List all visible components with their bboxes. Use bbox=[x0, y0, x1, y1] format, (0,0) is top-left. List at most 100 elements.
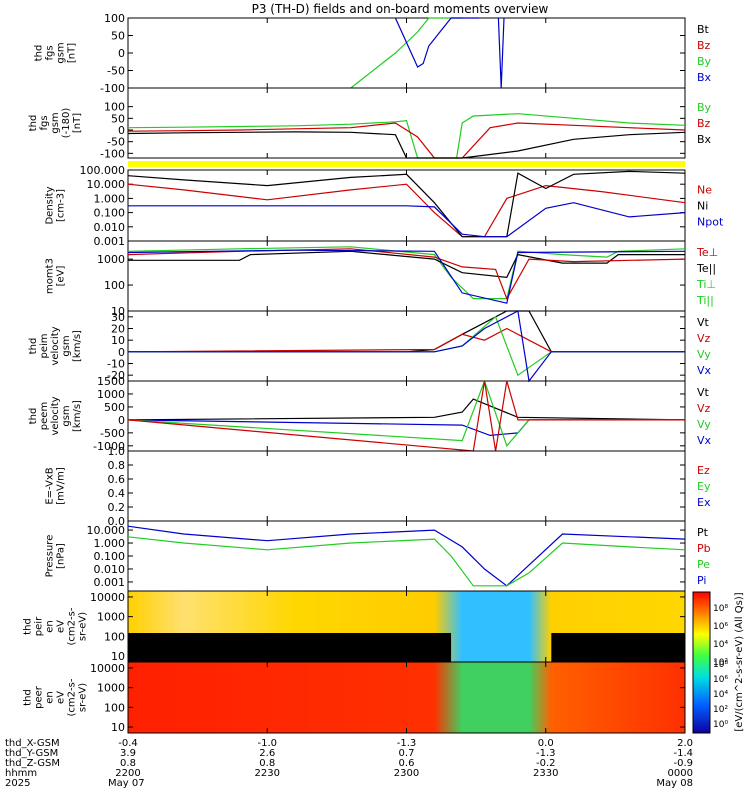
y-tick-label: 0 bbox=[118, 414, 125, 427]
y-tick-label: 1.000 bbox=[94, 192, 126, 205]
x-axis-row-value: 2.0 bbox=[677, 738, 693, 749]
x-axis-row-value: -1.0 bbox=[257, 738, 277, 749]
series-line-Pi bbox=[127, 525, 686, 587]
series-line-Vt bbox=[127, 398, 686, 421]
legend-label: Bt bbox=[697, 23, 710, 36]
legend-label: Bz bbox=[697, 117, 711, 130]
y-axis-label: [eV] bbox=[56, 266, 67, 287]
legend-label: Ez bbox=[697, 464, 710, 477]
y-tick-label: 50 bbox=[111, 30, 125, 43]
colorbar-label: [eV/(cm^2-s-sr-eV) (All Qs)] bbox=[734, 592, 745, 731]
series-line-Ti bbox=[127, 246, 686, 300]
y-axis-label: [km/s] bbox=[72, 330, 83, 362]
series-line-Vx bbox=[128, 310, 685, 383]
y-tick-label: 100 bbox=[104, 101, 125, 114]
legend-label: Bx bbox=[697, 133, 712, 146]
x-axis-row-value: 0.7 bbox=[399, 748, 415, 759]
legend-label: Vx bbox=[697, 364, 712, 377]
legend-label: Ni bbox=[697, 200, 708, 213]
y-tick-label: 1000 bbox=[97, 611, 125, 624]
y-tick-label: 100.000 bbox=[80, 164, 126, 177]
y-tick-label: 1.0 bbox=[108, 445, 126, 458]
heatmap-green-patch bbox=[462, 664, 530, 731]
y-tick-label: 0.2 bbox=[108, 501, 126, 514]
y-axis-label: sr-eV) bbox=[78, 683, 89, 712]
y-axis-label: gsm bbox=[50, 112, 61, 133]
y-axis-label: thd bbox=[23, 689, 34, 706]
series-line-Ni bbox=[127, 170, 686, 238]
y-tick-label: 0.001 bbox=[94, 576, 126, 589]
y-tick-label: 100 bbox=[104, 279, 125, 292]
legend-label: Bz bbox=[697, 39, 711, 52]
y-axis-label: thd bbox=[28, 338, 39, 355]
y-axis-label: peem bbox=[39, 402, 50, 430]
y-axis-label: Pressure bbox=[45, 535, 56, 578]
x-axis-row-value: -0.9 bbox=[673, 758, 693, 769]
y-tick-label: 0 bbox=[118, 124, 125, 137]
y-axis-label: (-180) bbox=[61, 108, 72, 139]
y-axis-label: velocity bbox=[50, 326, 61, 365]
legend-label: Pt bbox=[697, 526, 709, 539]
y-tick-label: 10 bbox=[111, 305, 125, 318]
y-tick-label: -500 bbox=[100, 427, 125, 440]
colorbar-tick-label: 10⁶ bbox=[713, 622, 728, 632]
series-line-Pe bbox=[127, 536, 686, 587]
y-tick-label: 0.010 bbox=[94, 563, 126, 576]
y-tick-label: 0.0 bbox=[108, 515, 126, 528]
y-tick-label: 1.000 bbox=[94, 537, 126, 550]
x-axis-row-value: 2300 bbox=[394, 768, 419, 779]
y-tick-label: 10.000 bbox=[87, 178, 126, 191]
series-line-Npot bbox=[128, 202, 686, 238]
y-axis-label: [cm-3] bbox=[56, 189, 67, 222]
x-axis-row-label: thd_Y-GSM bbox=[5, 748, 58, 759]
y-axis-label: fgs bbox=[39, 115, 50, 130]
y-axis-label: thd bbox=[34, 45, 45, 62]
heatmap-lowflux-band bbox=[551, 633, 685, 662]
series-line-Bz bbox=[127, 122, 686, 159]
legend-label: Ey bbox=[697, 480, 711, 493]
x-axis-row-value: 0.8 bbox=[259, 758, 275, 769]
x-axis-row-label: thd_X-GSM bbox=[5, 738, 60, 749]
y-tick-label: -100 bbox=[100, 147, 125, 160]
series-line-By bbox=[127, 113, 686, 159]
y-axis-label: Density bbox=[45, 186, 56, 224]
legend-label: Ti⊥ bbox=[696, 278, 716, 291]
y-tick-label: 30 bbox=[111, 311, 125, 324]
y-tick-label: -10 bbox=[107, 358, 125, 371]
legend-label: Te⊥ bbox=[696, 246, 718, 259]
figure-title: P3 (TH-D) fields and on-board moments ov… bbox=[252, 2, 549, 16]
y-tick-label: 50 bbox=[111, 112, 125, 125]
panel-frame bbox=[127, 87, 686, 159]
y-tick-label: 500 bbox=[104, 401, 125, 414]
series-line-Vz bbox=[127, 380, 685, 452]
series-line-Vy bbox=[127, 379, 685, 447]
series-line-Bx bbox=[127, 131, 686, 159]
x-axis-row-value: 2330 bbox=[533, 768, 558, 779]
legend-label: Vy bbox=[697, 348, 711, 361]
y-tick-label: 1500 bbox=[97, 375, 125, 388]
x-axis-row-value: May 08 bbox=[656, 778, 693, 789]
panel-fgs_gsm: 100 50 0 -50 -100 thd fgs gsm [nT] Bt Bz By Bx bbox=[34, 12, 712, 95]
legend-label: Npot bbox=[697, 216, 724, 229]
y-tick-label: 0 bbox=[118, 346, 125, 359]
y-axis-label: momt3 bbox=[45, 258, 56, 294]
legend-label: By bbox=[697, 101, 712, 114]
y-tick-label: 10 bbox=[111, 721, 125, 734]
y-tick-label: 100 bbox=[104, 630, 125, 643]
y-tick-label: 20 bbox=[111, 323, 125, 336]
y-axis-label: peir bbox=[34, 616, 45, 636]
series-line-Bx bbox=[394, 17, 479, 68]
series-line-Vz bbox=[127, 327, 685, 353]
y-axis-label: velocity bbox=[50, 396, 61, 435]
y-axis-label: [nT] bbox=[72, 113, 83, 133]
x-axis-row-label: thd_Z-GSM bbox=[5, 758, 60, 769]
y-tick-label: 10 bbox=[111, 334, 125, 347]
y-tick-label: 1000 bbox=[97, 388, 125, 401]
y-tick-label: 0.010 bbox=[94, 221, 126, 234]
x-axis-row-value: 0.6 bbox=[399, 758, 415, 769]
y-tick-label: 10 bbox=[111, 650, 125, 663]
